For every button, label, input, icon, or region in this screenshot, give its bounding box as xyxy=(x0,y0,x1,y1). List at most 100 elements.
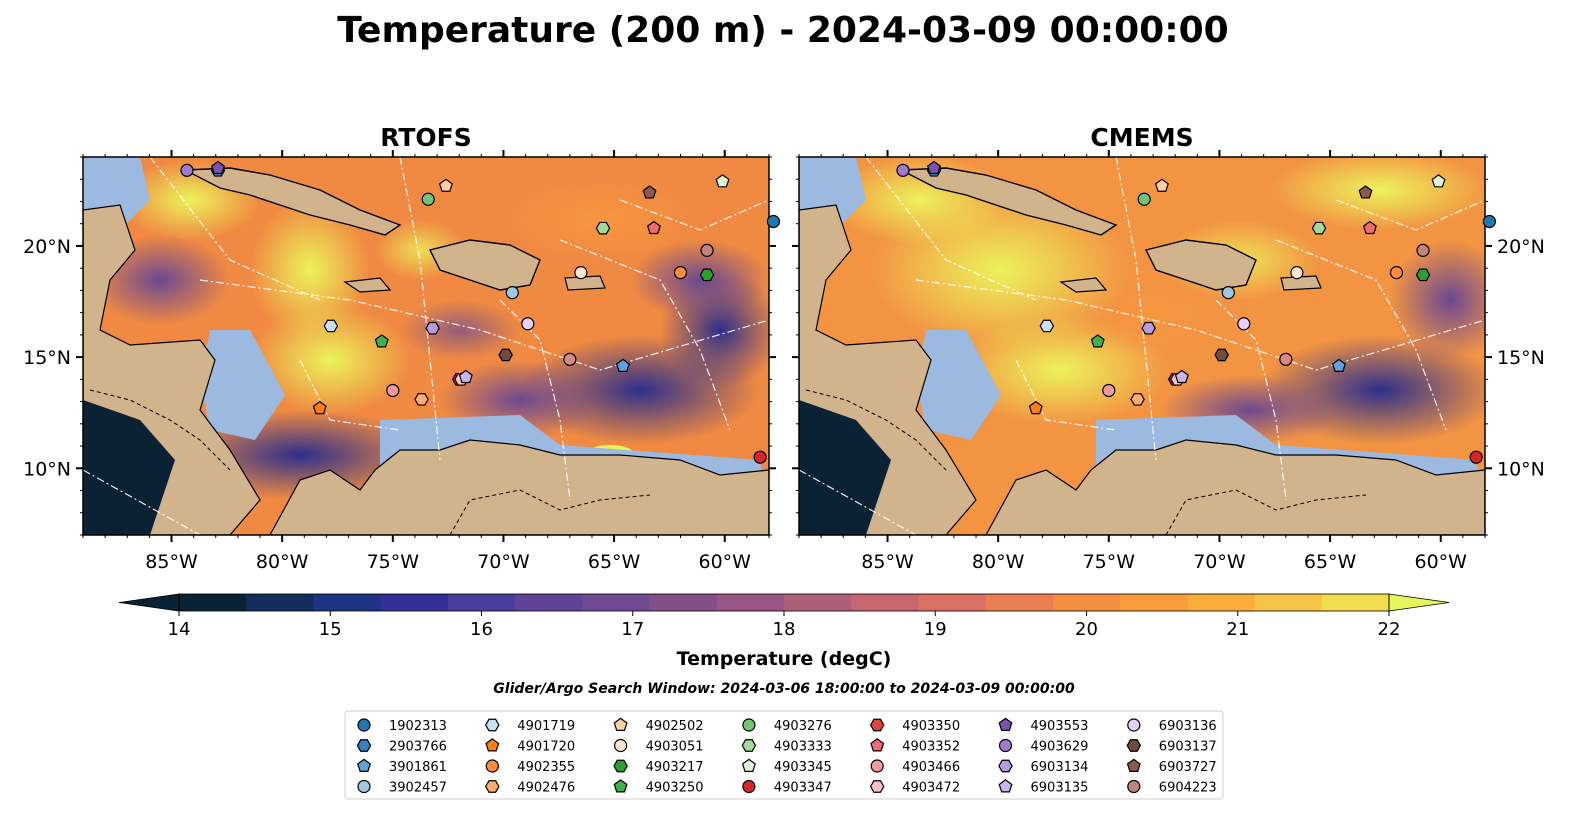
colorbar-cell xyxy=(985,594,1054,611)
legend-label: 4903553 xyxy=(1031,719,1089,734)
float-marker xyxy=(1028,400,1043,415)
colorbar-cell xyxy=(1052,594,1121,611)
float-marker xyxy=(563,352,577,366)
legend-label: 4903466 xyxy=(902,760,960,775)
legend-marker xyxy=(741,758,756,772)
float-marker xyxy=(180,163,194,177)
search-window-caption: Glider/Argo Search Window: 2024-03-06 18… xyxy=(493,681,1075,697)
legend-label: 4903629 xyxy=(1031,740,1089,755)
colorbar-cell xyxy=(380,594,449,611)
legend-label: 4903347 xyxy=(774,781,832,796)
legend-marker xyxy=(1126,758,1141,772)
legend-label: 4901719 xyxy=(517,719,575,734)
colorbar-cell xyxy=(447,594,516,611)
legend-marker xyxy=(485,718,500,732)
legend-label: 3901861 xyxy=(389,760,447,775)
legend-marker xyxy=(613,779,628,793)
colorbar-cell xyxy=(246,594,314,611)
lat-tick-label: 20°N xyxy=(1497,236,1545,258)
float-marker xyxy=(386,383,400,398)
lon-tick-label: 60°W xyxy=(1415,551,1468,573)
float-marker xyxy=(715,174,730,188)
float-marker xyxy=(595,221,611,235)
float-marker xyxy=(425,321,440,335)
float-markers-cmems xyxy=(896,160,1497,464)
legend-label: 4901720 xyxy=(517,740,575,755)
legend-label: 2903766 xyxy=(389,740,447,755)
lon-tick-label: 60°W xyxy=(699,551,752,573)
float-marker xyxy=(414,393,429,406)
legend-label: 6903727 xyxy=(1159,760,1217,775)
legend: 1902313 2903766 3901861 3902457 4901719 49017… xyxy=(356,717,1217,796)
colorbar-tick-label: 14 xyxy=(168,619,191,640)
legend-marker xyxy=(485,738,500,752)
colorbar-tick-label: 15 xyxy=(319,619,342,640)
float-marker xyxy=(438,178,453,192)
legend-label: 6904223 xyxy=(1159,781,1217,796)
float-marker xyxy=(927,160,941,175)
legend-marker xyxy=(485,759,499,773)
float-marker xyxy=(646,220,661,235)
float-marker xyxy=(1130,393,1145,406)
legend-marker xyxy=(998,717,1013,731)
float-marker xyxy=(699,268,715,282)
legend-label: 4903472 xyxy=(902,781,960,796)
panel-cmems: CMEMS xyxy=(792,123,1545,573)
colorbar: 14 15 16 17 18 19 20 21 22 Temperature (degC) xyxy=(118,593,1450,670)
lon-tick-label: 85°W xyxy=(861,551,914,573)
legend-label: 4903051 xyxy=(646,740,704,755)
colorbar-tick-label: 21 xyxy=(1226,619,1249,640)
float-marker xyxy=(615,358,630,372)
colorbar-cell xyxy=(1120,594,1188,611)
colorbar-cell xyxy=(649,594,718,611)
float-marker xyxy=(1416,243,1430,257)
float-marker xyxy=(1221,286,1235,300)
legend-label: 4903217 xyxy=(646,760,704,775)
legend-label: 1902313 xyxy=(389,719,447,734)
legend-label: 4903250 xyxy=(646,781,704,796)
colorbar-cell xyxy=(313,594,382,611)
colorbar-tick-label: 20 xyxy=(1075,619,1098,640)
float-marker xyxy=(1431,174,1446,188)
legend-marker xyxy=(998,759,1013,773)
float-marker xyxy=(421,192,435,206)
legend-label: 4903276 xyxy=(774,719,832,734)
lat-tick-label: 10°N xyxy=(23,458,71,480)
float-marker xyxy=(505,286,519,300)
float-marker xyxy=(700,243,714,257)
float-marker xyxy=(1362,220,1377,235)
colorbar-cell xyxy=(716,594,785,611)
legend-label: 6903134 xyxy=(1031,760,1089,775)
legend-marker xyxy=(357,758,371,772)
lon-tick-label: 75°W xyxy=(367,551,420,573)
legend-label: 4903352 xyxy=(902,740,960,755)
colorbar-cell xyxy=(179,594,247,611)
legend-marker xyxy=(870,759,884,773)
colorbar-tick-label: 17 xyxy=(621,619,644,640)
lon-tick-label: 70°W xyxy=(477,551,530,573)
float-marker xyxy=(1331,358,1346,372)
float-marker xyxy=(753,450,767,464)
float-markers-rtofs xyxy=(180,160,781,464)
float-marker xyxy=(1154,178,1169,192)
float-marker xyxy=(1311,221,1327,235)
legend-marker xyxy=(485,780,500,793)
legend-marker xyxy=(613,759,628,773)
float-marker xyxy=(1214,348,1229,362)
float-marker xyxy=(673,266,688,280)
float-marker xyxy=(1279,352,1293,366)
float-marker xyxy=(521,317,535,331)
panel-title-rtofs: RTOFS xyxy=(380,123,472,152)
legend-label: 6903135 xyxy=(1031,781,1089,796)
legend-label: 4902476 xyxy=(517,781,575,796)
legend-marker xyxy=(869,780,885,793)
lon-tick-label: 80°W xyxy=(972,551,1025,573)
lon-tick-label: 70°W xyxy=(1193,551,1246,573)
float-marker xyxy=(1389,266,1404,280)
colorbar-cell xyxy=(1187,594,1256,611)
lat-tick-label: 15°N xyxy=(23,347,71,369)
colorbar-tick-label: 18 xyxy=(773,619,796,640)
colorbar-cell xyxy=(918,594,987,611)
legend-marker xyxy=(870,738,885,752)
colorbar-over-arrow xyxy=(1388,593,1450,612)
